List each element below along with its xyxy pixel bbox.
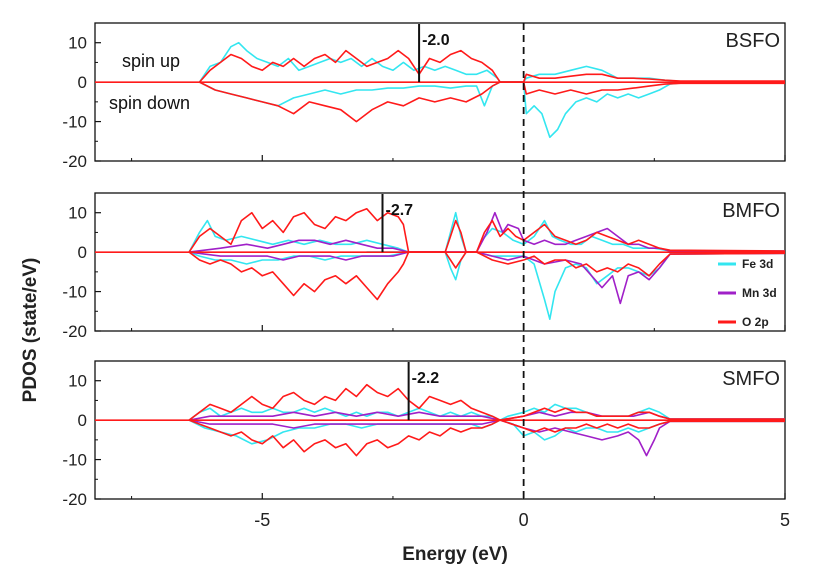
series-mn-3d-down bbox=[188, 419, 785, 457]
series-fe-3d-down bbox=[188, 251, 786, 321]
y-tick-label: 10 bbox=[68, 204, 87, 223]
panel-title: SMFO bbox=[722, 368, 780, 390]
y-tick-label: -20 bbox=[62, 490, 87, 509]
y-tick-label: 0 bbox=[78, 243, 87, 262]
panel-frame bbox=[94, 360, 786, 500]
series-o-2p-up bbox=[198, 49, 785, 83]
y-tick-label: -10 bbox=[62, 113, 87, 132]
series-mn-3d-up bbox=[189, 211, 785, 253]
legend-label: O 2p bbox=[742, 315, 769, 329]
x-tick-label: 5 bbox=[780, 510, 790, 530]
panel-frame bbox=[94, 192, 786, 332]
x-tick-label: -5 bbox=[254, 510, 270, 530]
series-o-2p-up bbox=[188, 383, 785, 421]
y-tick-label: 10 bbox=[68, 372, 87, 391]
panel-frame bbox=[94, 22, 786, 162]
y-tick-label: 10 bbox=[68, 34, 87, 53]
annotation-label: -2.7 bbox=[386, 202, 414, 219]
x-tick-label: 0 bbox=[519, 510, 529, 530]
y-tick-label: 0 bbox=[78, 73, 87, 92]
series-o-2p-down bbox=[188, 419, 785, 457]
y-tick-label: -20 bbox=[62, 322, 87, 341]
y-tick-label: 0 bbox=[78, 411, 87, 430]
y-tick-label: -20 bbox=[62, 152, 87, 171]
panel-title: BMFO bbox=[722, 200, 780, 222]
legend-label: Fe 3d bbox=[742, 257, 773, 271]
series-mn-3d-down bbox=[188, 251, 786, 305]
series-o-2p-up bbox=[188, 208, 786, 253]
spin-down-label: spin down bbox=[109, 93, 190, 113]
annotation-label: -2.0 bbox=[422, 32, 450, 49]
panel-smfo: 10 0 -10 -20 -2.2 SMFO bbox=[62, 360, 786, 509]
spin-up-label: spin up bbox=[122, 51, 180, 71]
series-fe-3d-up bbox=[188, 211, 785, 253]
y-axis-label: PDOS (state/eV) bbox=[20, 258, 41, 403]
series-o-2p-down bbox=[199, 81, 785, 123]
panel-bmfo: 10 0 -10 -20 -2.7 BMFO bbox=[62, 192, 786, 341]
panel-title: BSFO bbox=[726, 30, 780, 52]
y-tick-label: -10 bbox=[62, 451, 87, 470]
panel-bsfo: 10 0 -10 -20 -2.0 BSFO spin up spin down bbox=[62, 22, 786, 171]
x-axis-label: Energy (eV) bbox=[402, 544, 508, 565]
y-tick-label: -10 bbox=[62, 283, 87, 302]
legend: Fe 3d Mn 3d O 2p bbox=[718, 257, 777, 329]
annotation-label: -2.2 bbox=[412, 370, 440, 387]
chart-panels: 10 0 -10 -20 -2.0 BSFO spin up spin down 10 0 -10 -… bbox=[62, 22, 790, 530]
legend-label: Mn 3d bbox=[742, 286, 777, 300]
